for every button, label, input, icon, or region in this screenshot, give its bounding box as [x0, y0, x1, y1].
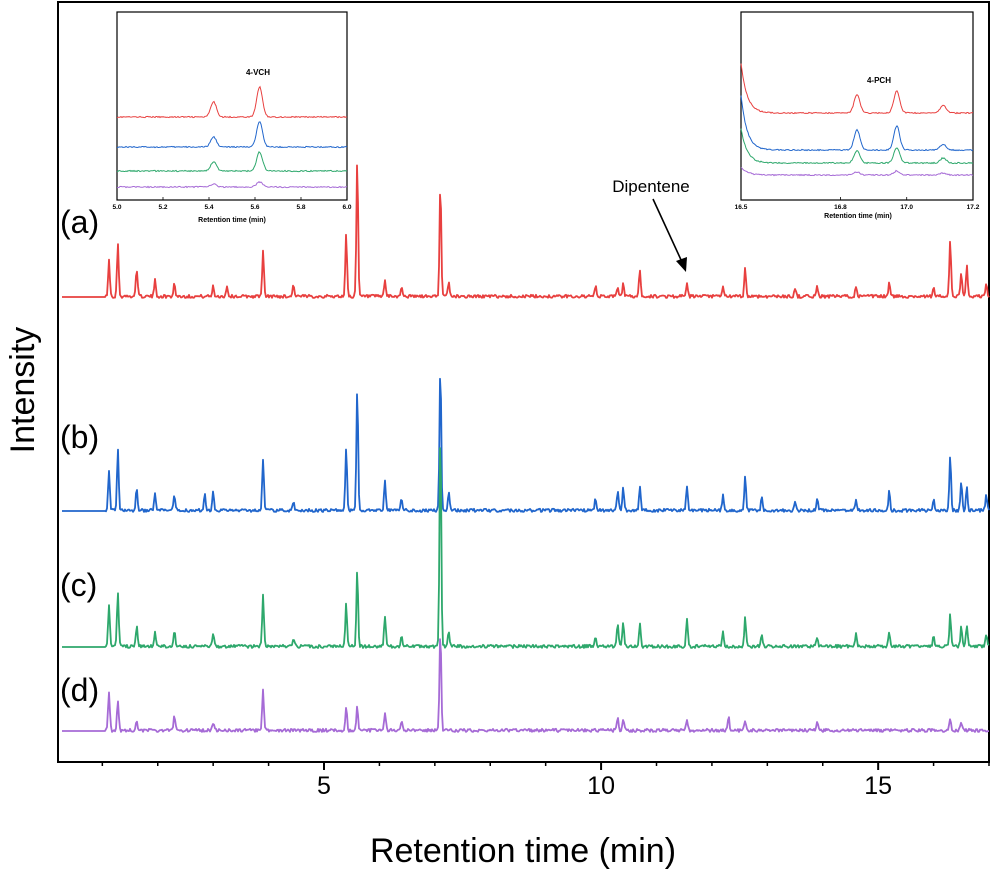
x-axis-ticks: 5 10 15	[101, 762, 990, 800]
trace-3	[62, 447, 990, 649]
x-tick-label: 15	[864, 772, 892, 800]
inset-trace	[740, 167, 974, 177]
inset-4vch-xlabel: Retention time (min)	[198, 217, 266, 224]
inset-tick-label: 6.0	[342, 204, 351, 211]
inset-4pch-traces	[740, 63, 974, 177]
trace-2	[62, 377, 990, 513]
inset-trace	[116, 150, 348, 173]
inset-trace	[740, 128, 974, 165]
inset-4pch: 16.5 16.8 17.0 17.2 4-PCH Retention time (m…	[735, 11, 980, 220]
dipentene-label: Dipentene	[612, 177, 690, 196]
inset-4vch-traces	[116, 85, 348, 189]
inset-4vch: 5.0 5.2 5.4 5.6 5.8 6.0 4-VCH Retention time …	[112, 11, 352, 224]
inset-tick-label: 5.6	[250, 204, 259, 211]
inset-4vch-peak-label: 4-VCH	[246, 68, 270, 77]
inset-tick-label: 5.4	[204, 204, 213, 211]
inset-trace	[740, 95, 974, 152]
inset-tick-label: 17.0	[900, 204, 913, 211]
trace-label-b: (b)	[60, 419, 99, 455]
trace-4	[62, 638, 989, 733]
inset-4pch-peak-label: 4-PCH	[867, 76, 891, 85]
x-axis-title: Retention time (min)	[370, 832, 676, 870]
inset-4vch-frame	[116, 11, 348, 201]
inset-tick-label: 17.2	[967, 204, 980, 211]
inset-tick-label: 5.8	[296, 204, 305, 211]
inset-tick-label: 5.0	[112, 204, 121, 211]
inset-4vch-ticks: 5.0 5.2 5.4 5.6 5.8 6.0	[112, 197, 352, 211]
inset-trace	[116, 121, 348, 149]
plot-frame	[57, 1, 990, 763]
main-traces	[62, 164, 990, 733]
inset-tick-label: 5.2	[158, 204, 167, 211]
inset-trace	[740, 63, 974, 115]
inset-4pch-frame	[740, 11, 974, 201]
trace-label-c: (c)	[60, 567, 97, 603]
inset-4pch-ticks: 16.5 16.8 17.0 17.2	[735, 197, 980, 211]
x-tick-label: 5	[317, 772, 331, 800]
inset-trace	[116, 181, 348, 189]
trace-1	[62, 164, 990, 299]
y-axis-title: Intensity	[4, 327, 42, 454]
inset-tick-label: 16.8	[834, 204, 847, 211]
inset-4pch-xlabel: Retention time (min)	[824, 213, 892, 220]
dipentene-arrowhead	[676, 257, 687, 272]
trace-label-d: (d)	[60, 672, 99, 708]
x-tick-label: 10	[587, 772, 615, 800]
trace-label-a: (a)	[60, 204, 99, 240]
dipentene-arrow-shaft	[652, 198, 683, 263]
inset-trace	[116, 85, 348, 119]
inset-tick-label: 16.5	[735, 204, 748, 211]
